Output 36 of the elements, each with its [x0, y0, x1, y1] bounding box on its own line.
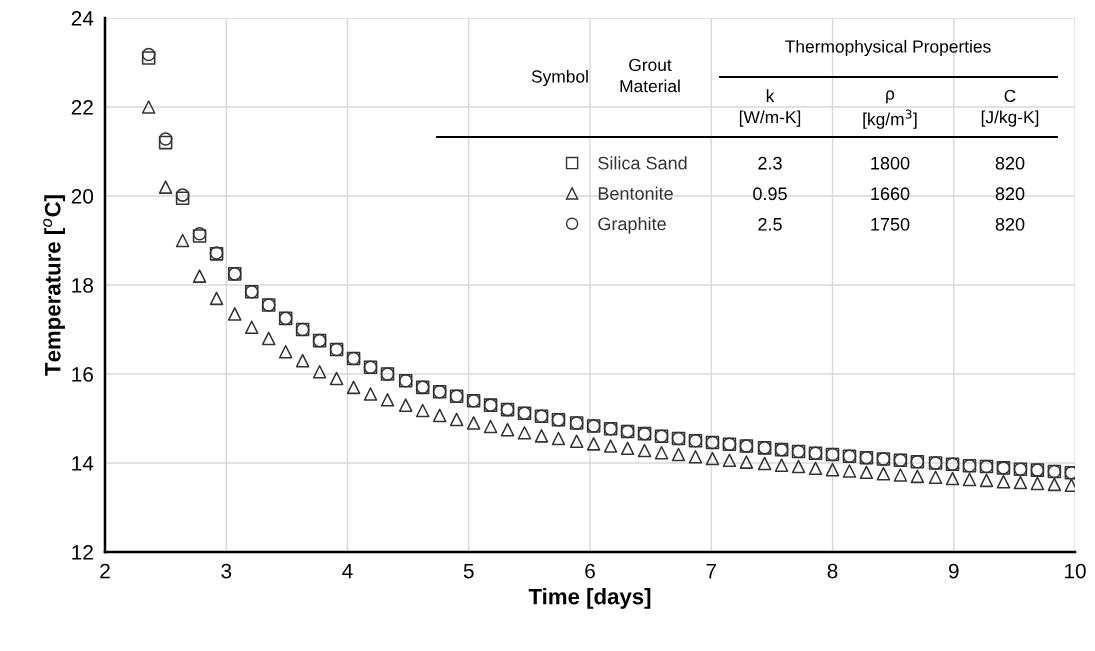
legend-label: Bentonite: [598, 186, 673, 200]
annotation: 2.5: [758, 217, 782, 231]
x-tick-label: 6: [585, 563, 595, 579]
x-tick-label: 4: [342, 563, 353, 579]
y-tick-label: 24: [71, 11, 94, 26]
legend-label: Silica Sand: [598, 156, 687, 170]
y-tick-label: 22: [71, 100, 93, 115]
annotation: Symbol: [531, 69, 588, 87]
annotation: Thermophysical Properties: [785, 39, 991, 57]
y-axis-title: Temperature [$^{o}$C]: [43, 195, 65, 376]
annotation: 0.95: [753, 187, 787, 201]
x-tick-label: 9: [948, 563, 959, 579]
x-tick-label: 7: [706, 563, 716, 579]
y-tick-label: 14: [72, 456, 94, 471]
y-tick-label: 18: [72, 278, 93, 293]
annotation: 820: [995, 187, 1025, 201]
annotation: 1750: [871, 217, 910, 231]
annotation: k [W/m-K]: [739, 89, 801, 127]
annotation: 820: [995, 217, 1025, 231]
x-tick-label: 8: [827, 563, 838, 579]
annotation: 1800: [871, 156, 910, 170]
annotation: 1660: [871, 187, 910, 201]
x-tick-label: 5: [463, 563, 474, 579]
x-tick-label: 2: [100, 563, 110, 579]
annotation: C [J/kg-K]: [981, 89, 1039, 127]
annotation: 2.3: [758, 156, 782, 170]
y-tick-label: 20: [71, 189, 94, 204]
annotation: 820: [995, 156, 1025, 170]
annotation: Grout Material: [620, 58, 680, 93]
x-axis-title: Time [days]: [528, 588, 651, 609]
x-tick-label: 10: [1065, 563, 1086, 579]
y-tick-label: 16: [72, 367, 93, 382]
legend-label: Graphite: [598, 217, 666, 234]
y-tick-label: 12: [72, 545, 93, 560]
x-tick-label: 3: [221, 563, 232, 579]
annotation: ρ [kg/m$^{3}$]: [863, 90, 917, 129]
